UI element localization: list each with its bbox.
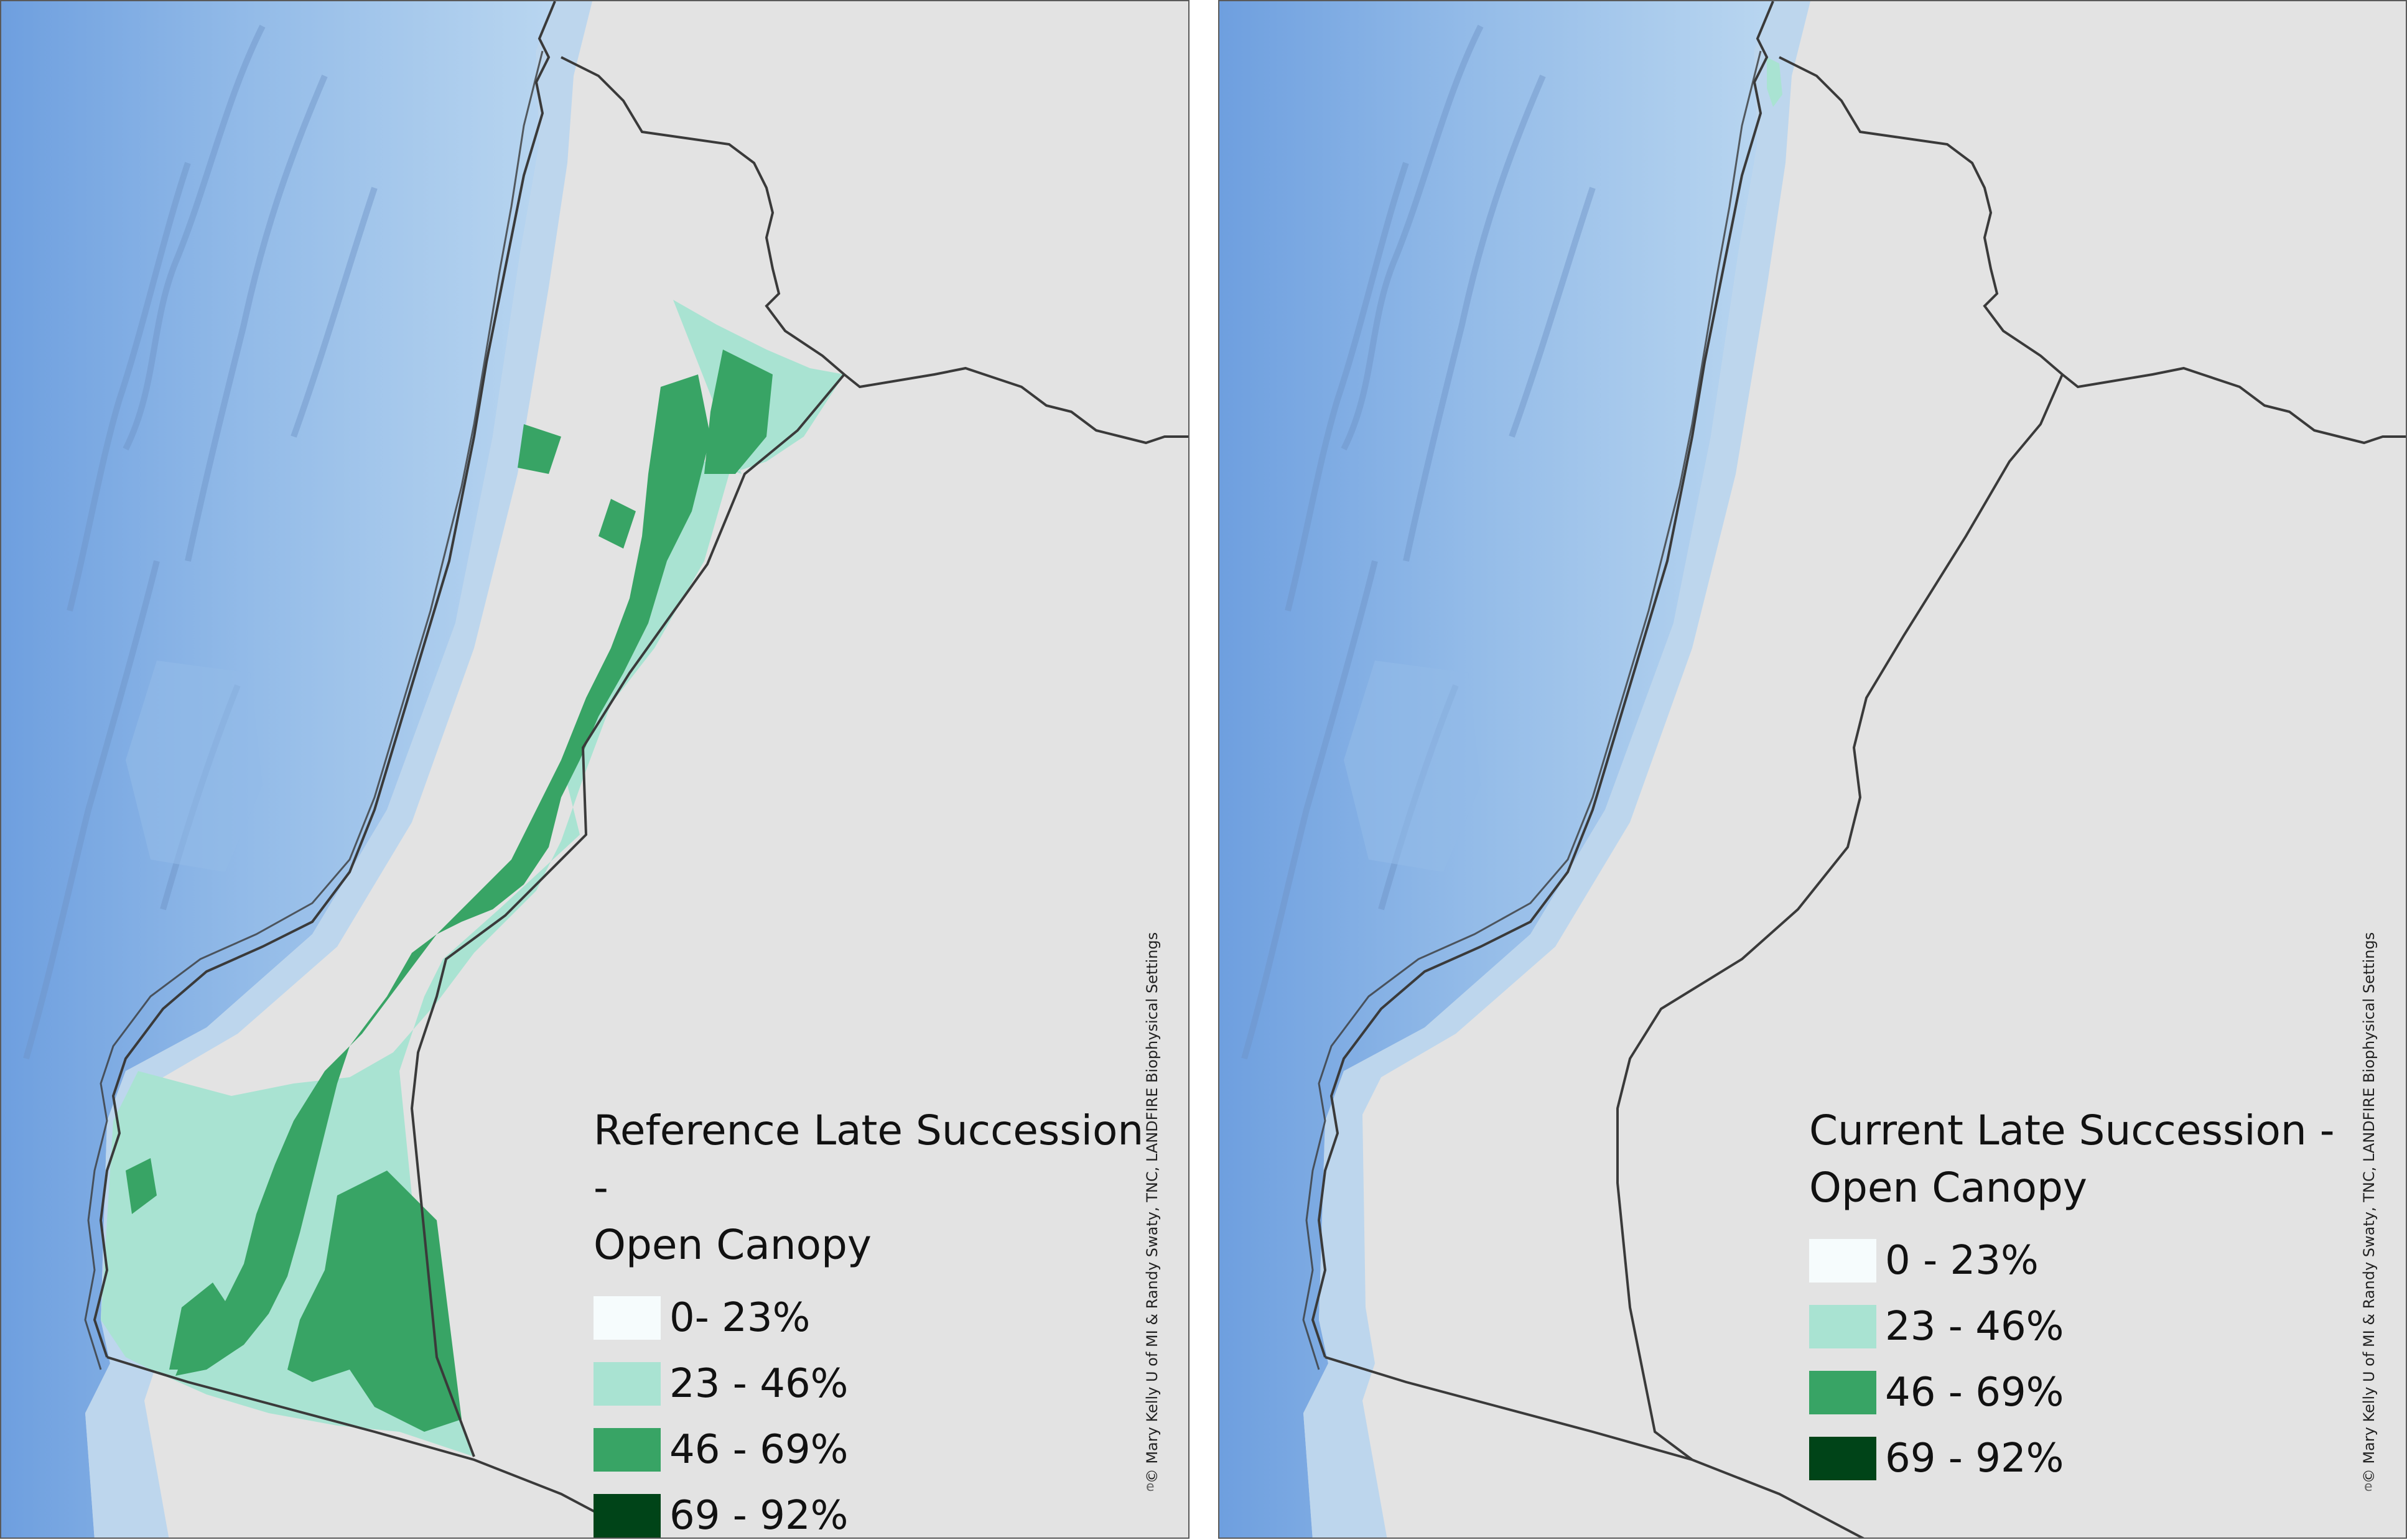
current-map-panel: Current Late Succession - Open Canopy 0 … — [1218, 0, 2407, 1539]
legend-swatch — [1809, 1305, 1876, 1348]
vegetation-46-69-patches — [126, 350, 773, 1432]
continental-shelf — [1303, 1, 1810, 1538]
legend-item-46-69: 46 - 69% — [1809, 1360, 2369, 1426]
legend-swatch — [594, 1362, 661, 1406]
legend-swatch — [1809, 1437, 1876, 1480]
legend-swatch — [594, 1428, 661, 1472]
basin-patch — [1344, 661, 1481, 872]
legend-label: 69 - 92% — [1885, 1436, 2064, 1482]
border-line — [561, 56, 1188, 445]
legend-label: 0 - 23% — [1885, 1238, 2039, 1284]
coastline — [93, 1, 556, 1358]
reference-map — [1, 1, 1188, 1538]
region-boundary — [1616, 374, 2064, 1461]
credit-label: © Mary Kelly U of MI & Randy Swaty, TNC,… — [2360, 932, 2378, 1484]
legend-item-69-92: 69 - 92% — [594, 1483, 1153, 1539]
ocean-area — [1, 1, 555, 1538]
credit-text: © Mary Kelly U of MI & Randy Swaty, TNC,… — [1140, 932, 1165, 1484]
legend-swatch — [1809, 1239, 1876, 1283]
legend-label: 46 - 69% — [1885, 1370, 2064, 1416]
legend-swatch — [594, 1296, 661, 1340]
south-border — [1325, 1356, 1865, 1538]
legend-item-0-23: 0 - 23% — [1809, 1228, 2369, 1294]
legend-title: Reference Late Succession - Open Canopy — [594, 1106, 1144, 1269]
legend-item-46-69: 46 - 69% — [594, 1417, 1153, 1483]
corner-mark: e — [2364, 1479, 2373, 1495]
continental-shelf — [85, 1, 592, 1538]
basin-patch — [126, 661, 263, 872]
corner-mark: e — [1146, 1479, 1155, 1495]
legend-title: Current Late Succession - Open Canopy — [1809, 1106, 2335, 1212]
credit-label: © Mary Kelly U of MI & Randy Swaty, TNC,… — [1143, 932, 1161, 1484]
legend-swatch — [594, 1494, 661, 1538]
current-map — [1219, 1, 2406, 1538]
coastline-outer — [84, 50, 544, 1370]
legend-item-23-46: 23 - 46% — [1809, 1294, 2369, 1360]
region-boundary — [410, 373, 845, 1457]
border-line — [1779, 56, 2406, 445]
credit-text: © Mary Kelly U of MI & Randy Swaty, TNC,… — [2357, 932, 2381, 1484]
south-border — [106, 1356, 646, 1538]
reference-map-panel: Reference Late Succession - Open Canopy … — [0, 0, 1190, 1539]
reference-legend: Reference Late Succession - Open Canopy … — [594, 1102, 1153, 1539]
coastline — [1311, 1, 1774, 1358]
ocean-area — [1219, 1, 1773, 1538]
legend-label: 23 - 46% — [669, 1361, 849, 1407]
legend-item-23-46: 23 - 46% — [594, 1351, 1153, 1417]
legend-label: 46 - 69% — [669, 1427, 849, 1473]
coastline-outer — [1302, 50, 1762, 1370]
legend-item-0-23: 0- 23% — [594, 1285, 1153, 1351]
legend-swatch — [1809, 1371, 1876, 1414]
legend-label: 0- 23% — [669, 1295, 811, 1341]
legend-label: 23 - 46% — [1885, 1304, 2064, 1350]
current-legend: Current Late Succession - Open Canopy 0 … — [1809, 1102, 2369, 1491]
legend-label: 69 - 92% — [669, 1493, 849, 1539]
vegetation-23-46-patch — [1767, 57, 1782, 107]
legend-item-69-92: 69 - 92% — [1809, 1426, 2369, 1491]
